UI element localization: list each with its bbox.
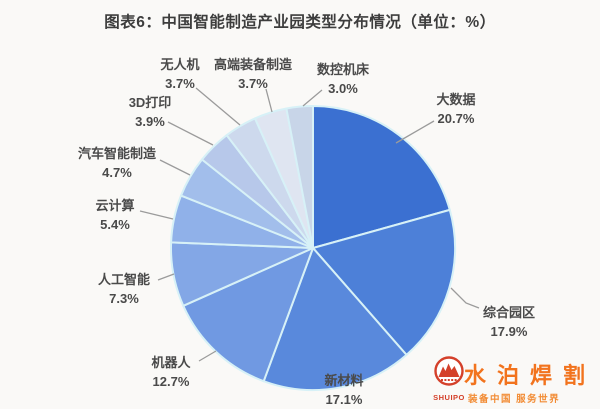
pie-slice-新材料 xyxy=(262,247,408,392)
slice-label-数控机床: 数控机床 3.0% xyxy=(317,60,369,98)
slice-label-value: 5.4% xyxy=(100,217,130,232)
pie-slice-数控机床 xyxy=(285,104,314,249)
slice-label-name: 数控机床 xyxy=(316,62,370,77)
slice-label-大数据: 大数据 20.7% xyxy=(436,90,475,128)
leader-line-数控机床 xyxy=(302,89,323,107)
slice-label-name: 新材料 xyxy=(324,373,364,388)
slice-label-value: 4.7% xyxy=(102,165,132,180)
slice-label-人工智能: 人工智能 7.3% xyxy=(98,270,150,308)
leader-line-人工智能 xyxy=(157,273,175,281)
leader-line-大数据 xyxy=(395,120,435,144)
leader-line-综合园区 xyxy=(450,287,480,309)
slice-label-value: 17.9% xyxy=(490,324,528,339)
slice-label-value: 20.7% xyxy=(437,111,475,126)
slice-label-3D打印: 3D打印 3.9% xyxy=(129,93,172,131)
slice-label-value: 7.3% xyxy=(109,291,139,306)
slice-label-value: 12.7% xyxy=(152,374,190,389)
slice-label-汽车智能制造: 汽车智能制造 4.7% xyxy=(78,144,156,182)
pie-slice-大数据 xyxy=(312,105,451,249)
chart-title: 图表6：中国智能制造产业园类型分布情况（单位：%） xyxy=(104,14,496,31)
slice-label-name: 高端装备制造 xyxy=(213,57,293,72)
slice-label-name: 综合园区 xyxy=(482,305,536,320)
leader-lines xyxy=(139,87,480,362)
pie-slices xyxy=(170,104,457,392)
slice-label-机器人: 机器人 12.7% xyxy=(151,353,190,391)
slice-label-新材料: 新材料 17.1% xyxy=(324,371,363,409)
slice-label-name: 云计算 xyxy=(95,198,135,213)
leader-line-无人机 xyxy=(195,87,241,126)
slice-label-高端装备制造: 高端装备制造 3.7% xyxy=(214,55,292,93)
brand-name-en: SHUIPO xyxy=(433,393,465,402)
slice-label-value: 17.1% xyxy=(325,392,363,407)
leader-line-汽车智能制造 xyxy=(159,159,191,176)
leader-line-机器人 xyxy=(198,350,217,362)
slice-label-name: 大数据 xyxy=(436,92,476,107)
brand-slogan: 装备中国 服务世界 xyxy=(468,394,561,405)
slice-label-name: 人工智能 xyxy=(97,272,151,287)
leader-line-高端装备制造 xyxy=(265,88,273,113)
slice-label-value: 3.9% xyxy=(135,114,165,129)
pie-slice-综合园区 xyxy=(312,208,457,356)
slice-label-value: 3.0% xyxy=(328,81,358,96)
slice-label-value: 3.7% xyxy=(165,76,195,91)
slice-label-name: 机器人 xyxy=(151,355,191,370)
leader-line-3D打印 xyxy=(167,121,214,146)
slice-label-name: 3D打印 xyxy=(128,95,172,110)
slice-label-name: 汽车智能制造 xyxy=(77,146,157,161)
leader-line-云计算 xyxy=(139,210,174,220)
brand-name: 水泊焊割 xyxy=(464,363,597,388)
slice-label-name: 无人机 xyxy=(160,57,200,72)
slice-label-value: 3.7% xyxy=(238,76,268,91)
slice-label-综合园区: 综合园区 17.9% xyxy=(483,303,535,341)
slice-label-云计算: 云计算 5.4% xyxy=(95,196,134,234)
brand-emblem-icon xyxy=(434,356,464,386)
slice-label-无人机: 无人机 3.7% xyxy=(160,55,199,93)
